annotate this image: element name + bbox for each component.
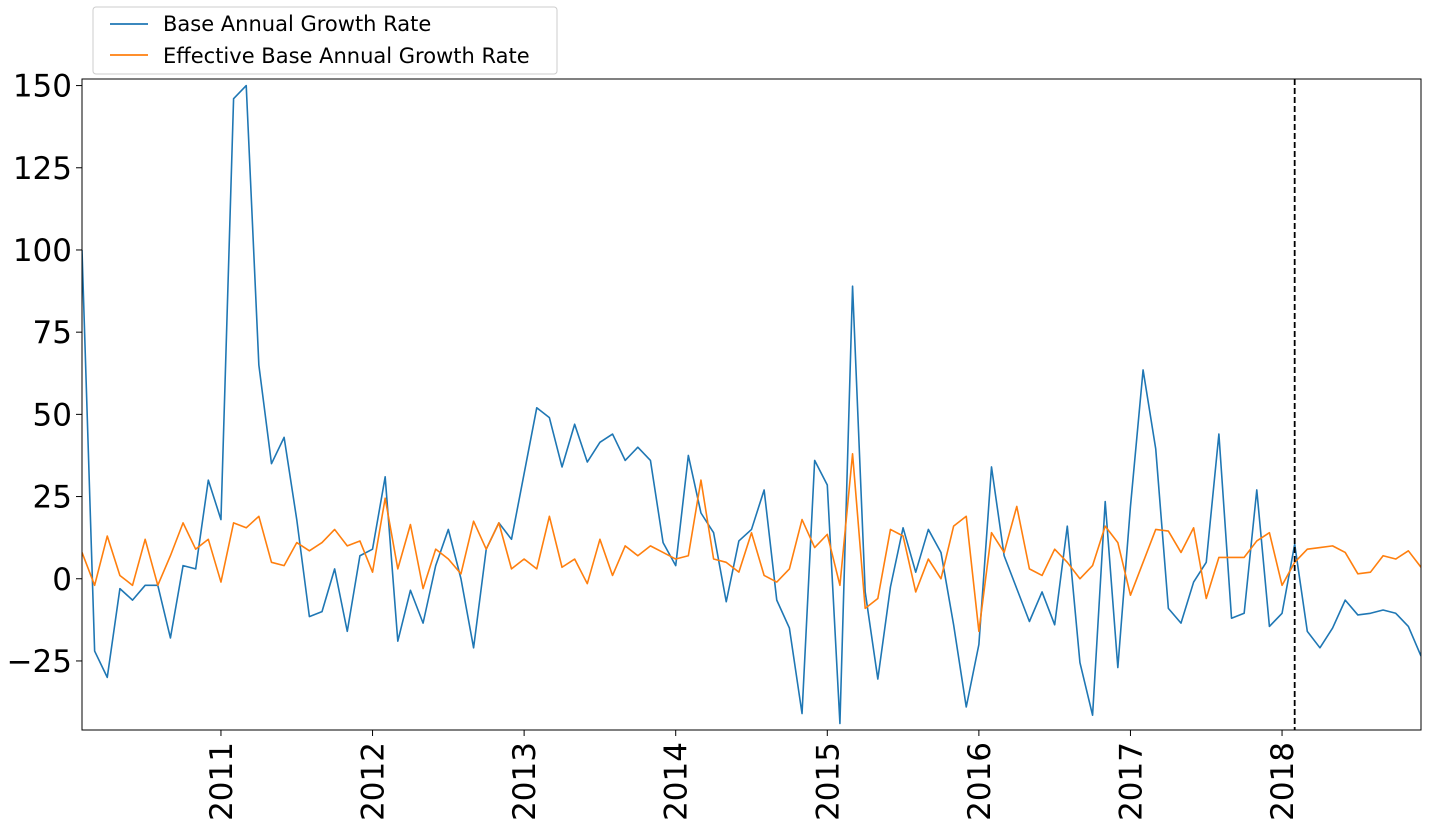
y-tick-label: 150 xyxy=(13,69,72,105)
y-tick-label: 25 xyxy=(33,480,72,516)
x-tick-label: 2013 xyxy=(507,742,543,821)
x-tick-label: 2018 xyxy=(1265,742,1301,821)
x-tick-label: 2016 xyxy=(962,742,998,821)
x-axis: 2011 2012 2013 2014 2015 2016 2017 2018 xyxy=(204,730,1301,821)
plot-lines xyxy=(82,84,1421,725)
y-tick-label: −25 xyxy=(7,644,72,680)
x-tick-label: 2015 xyxy=(810,742,846,821)
series-line-effective xyxy=(82,453,1421,633)
x-tick-label: 2014 xyxy=(659,742,695,821)
legend-label-effective: Effective Base Annual Growth Rate xyxy=(163,44,530,68)
y-tick-label: 125 xyxy=(13,151,72,187)
series-line-base xyxy=(82,84,1421,725)
y-tick-label: 100 xyxy=(13,233,72,269)
legend: Base Annual Growth Rate Effective Base A… xyxy=(92,6,558,75)
x-tick-label: 2012 xyxy=(356,742,392,821)
y-tick-label: 75 xyxy=(33,315,72,351)
plot-frame xyxy=(81,78,1422,731)
legend-box xyxy=(92,6,558,75)
x-tick-label: 2017 xyxy=(1113,742,1149,821)
y-tick-label: 0 xyxy=(52,562,72,598)
legend-label-base: Base Annual Growth Rate xyxy=(163,12,431,36)
x-tick-label: 2011 xyxy=(204,742,240,821)
y-tick-label: 50 xyxy=(33,397,72,433)
y-axis: 150 125 100 75 50 25 0 −25 xyxy=(7,69,82,680)
